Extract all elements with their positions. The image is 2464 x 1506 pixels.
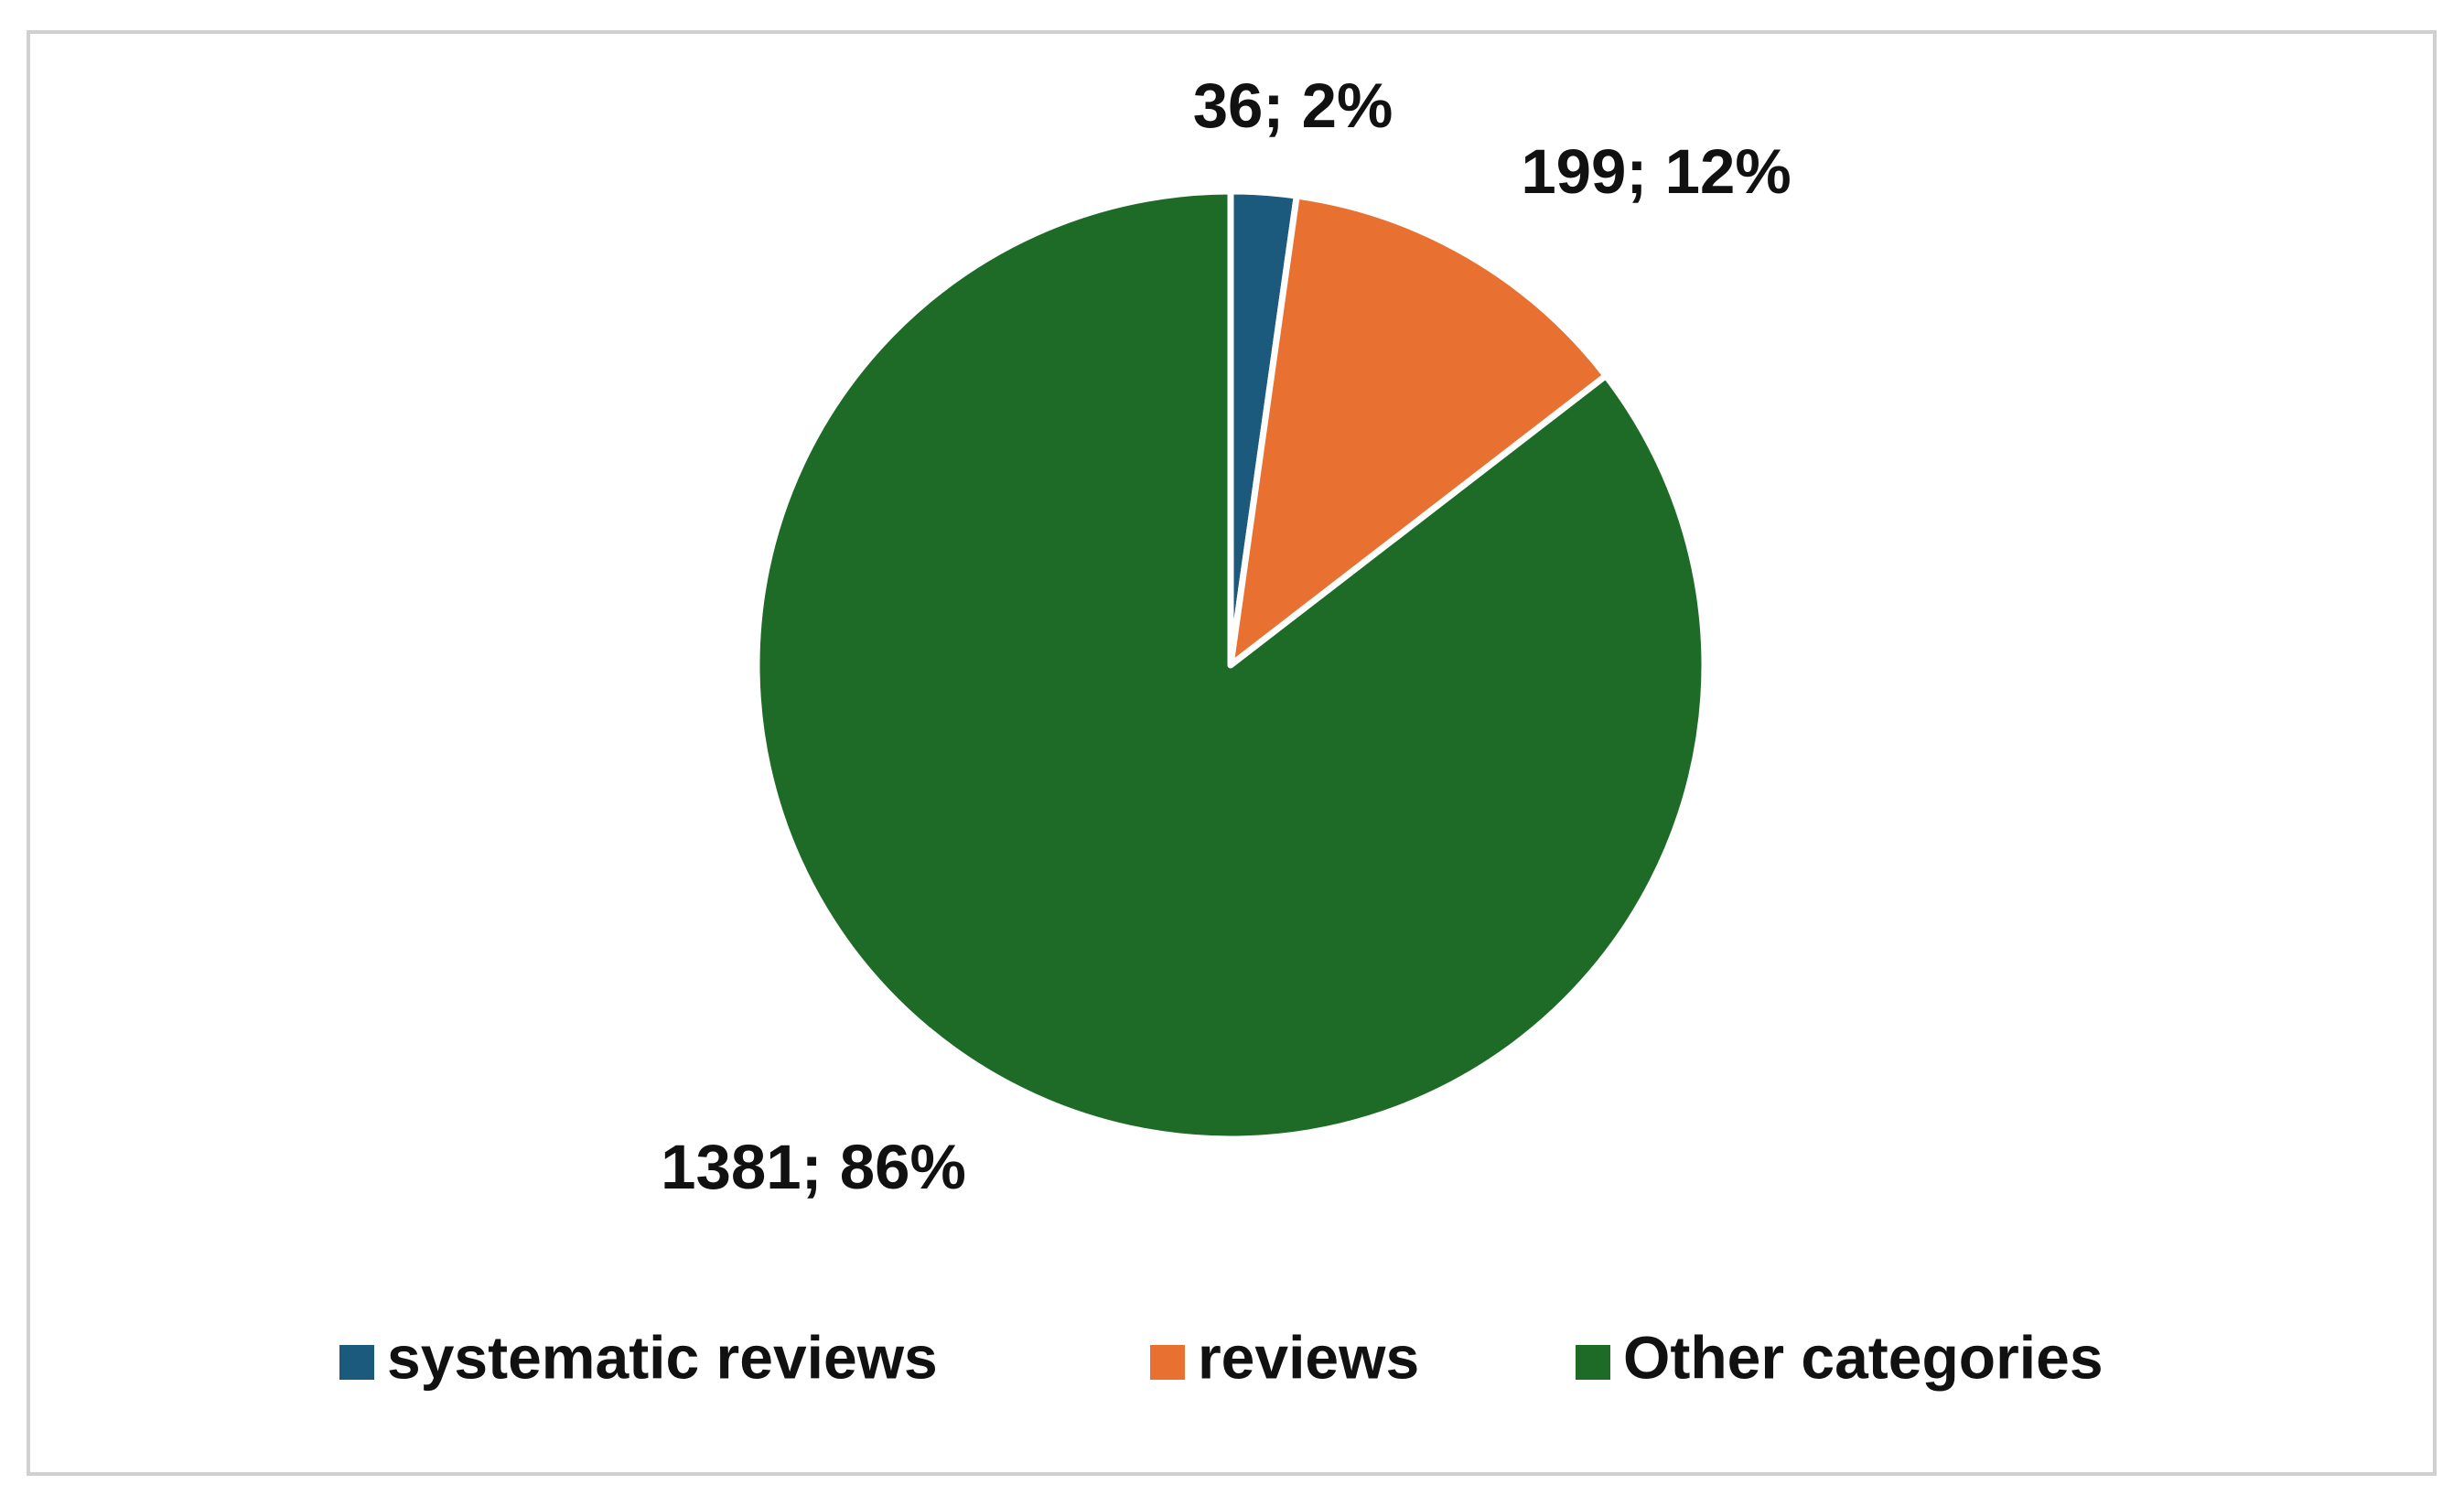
data-label: 1381; 86% — [661, 1132, 966, 1202]
legend-label: Other categories — [1623, 1323, 2104, 1391]
legend-swatch — [339, 1345, 374, 1380]
legend-swatch — [1150, 1345, 1185, 1380]
data-label: 199; 12% — [1521, 136, 1791, 207]
pie-slice — [753, 188, 1708, 1143]
legend-label: systematic reviews — [387, 1323, 938, 1391]
legend-label: reviews — [1198, 1323, 1419, 1391]
pie-slice — [1227, 192, 1609, 669]
legend-swatch — [1576, 1345, 1610, 1380]
data-label: 36; 2% — [1193, 70, 1393, 141]
